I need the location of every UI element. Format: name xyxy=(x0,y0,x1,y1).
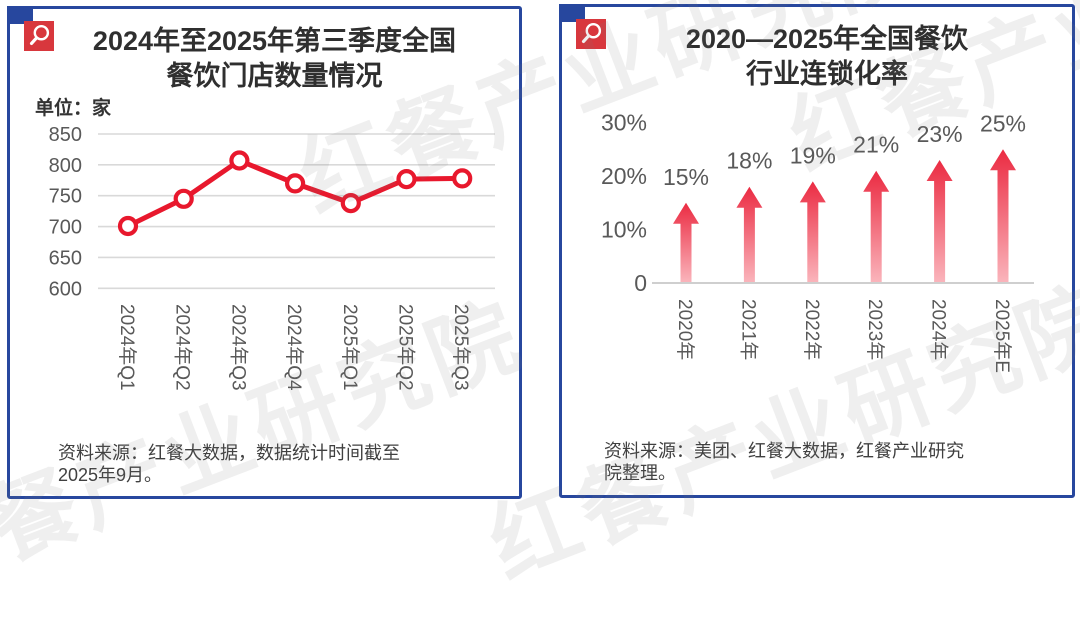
data-point-marker xyxy=(117,215,139,237)
arrow-bar xyxy=(799,181,826,282)
y-axis-tick-label: 20% xyxy=(601,163,647,189)
y-axis-tick-label: 650 xyxy=(49,247,82,269)
left-chart-title-line2: 餐饮门店数量情况 xyxy=(166,61,383,91)
x-axis-tick-label: 2022年 xyxy=(801,299,823,360)
y-axis-tick-label: 30% xyxy=(601,110,647,136)
left-source-line1: 资料来源：红餐大数据，数据统计时间截至 xyxy=(58,443,400,463)
value-label: 19% xyxy=(790,142,836,168)
arrow-bar xyxy=(673,202,699,282)
x-axis-tick-label: 2021年 xyxy=(737,299,759,360)
magnifier-icon xyxy=(581,22,602,44)
arrow-chart: 30% 20% 10% 0 15% 18% 19% 21% 23% 25% 2020年 2021年 20… xyxy=(601,110,1034,373)
data-point-marker xyxy=(340,192,361,214)
arrow-bar xyxy=(736,186,763,282)
value-label: 18% xyxy=(726,148,772,174)
x-axis-tick-label: 2023年 xyxy=(864,299,886,360)
right-chart-title-line2: 行业连锁化率 xyxy=(746,59,908,89)
x-axis-tick-label: 2024年Q4 xyxy=(283,304,305,391)
x-axis-tick-label: 2020年 xyxy=(674,299,696,360)
magnifier-badge xyxy=(24,21,54,51)
left-source-line2: 2025年9月。 xyxy=(58,465,163,485)
y-axis-tick-label: 750 xyxy=(49,186,82,208)
x-axis-tick-label: 2025年E xyxy=(991,299,1013,373)
data-point-marker xyxy=(173,188,194,209)
magnifier-badge xyxy=(576,19,606,49)
left-source-note: 资料来源：红餐大数据，数据统计时间截至 2025年9月。 xyxy=(58,442,499,486)
y-axis-tick-label: 800 xyxy=(49,155,82,177)
left-chart-title: 2024年至2025年第三季度全国 餐饮门店数量情况 xyxy=(40,24,509,94)
right-chart-title-line1: 2020—2025年全国餐饮 xyxy=(685,24,969,54)
left-chart-title-line1: 2024年至2025年第三季度全国 xyxy=(92,26,457,56)
x-axis-tick-label: 2024年Q2 xyxy=(172,304,194,391)
corner-square xyxy=(559,4,585,22)
right-chart-title: 2020—2025年全国餐饮 行业连锁化率 xyxy=(592,22,1062,92)
data-point-marker xyxy=(452,168,473,189)
value-label: 23% xyxy=(917,121,963,147)
x-axis-tick-label: 2024年 xyxy=(928,299,950,360)
right-source-line1: 资料来源：美团、红餐大数据，红餐产业研究 xyxy=(604,441,964,461)
y-axis-tick-label: 600 xyxy=(49,278,82,300)
chain-rate-chart-card: 2020—2025年全国餐饮 行业连锁化率 30% 20% 10% 0 15% 18% 19… xyxy=(559,4,1075,498)
y-axis-tick-label: 850 xyxy=(49,124,82,146)
data-point-marker xyxy=(396,168,417,190)
line-chart: 850 800 750 700 650 600 2024年Q1 2024年Q2 2024年Q3 2… xyxy=(49,124,495,391)
unit-label: 单位：家 xyxy=(35,98,112,119)
y-axis-tick-label: 0 xyxy=(634,270,647,296)
arrow-bar xyxy=(926,160,953,282)
y-axis-tick-label: 10% xyxy=(601,217,647,243)
x-axis-tick-label: 2025年Q3 xyxy=(450,304,472,391)
x-axis-tick-label: 2025年Q2 xyxy=(395,304,417,391)
arrow-bar xyxy=(863,170,890,282)
corner-square xyxy=(7,6,33,24)
x-axis-tick-label: 2024年Q1 xyxy=(116,304,138,391)
right-source-note: 资料来源：美团、红餐大数据，红餐产业研究 院整理。 xyxy=(604,440,1052,484)
data-point-marker xyxy=(229,150,250,171)
store-count-chart-card: 2024年至2025年第三季度全国 餐饮门店数量情况 单位：家 850 800 75… xyxy=(7,6,522,499)
value-label: 21% xyxy=(853,132,899,158)
value-label: 15% xyxy=(663,164,709,190)
y-axis-tick-label: 700 xyxy=(49,217,82,239)
arrow-bar xyxy=(990,149,1016,282)
data-point-marker xyxy=(285,173,306,194)
right-source-line2: 院整理。 xyxy=(604,463,676,483)
value-label: 25% xyxy=(980,110,1026,136)
magnifier-icon xyxy=(29,24,50,46)
x-axis-tick-label: 2024年Q3 xyxy=(227,304,249,391)
x-axis-tick-label: 2025年Q1 xyxy=(339,304,361,391)
